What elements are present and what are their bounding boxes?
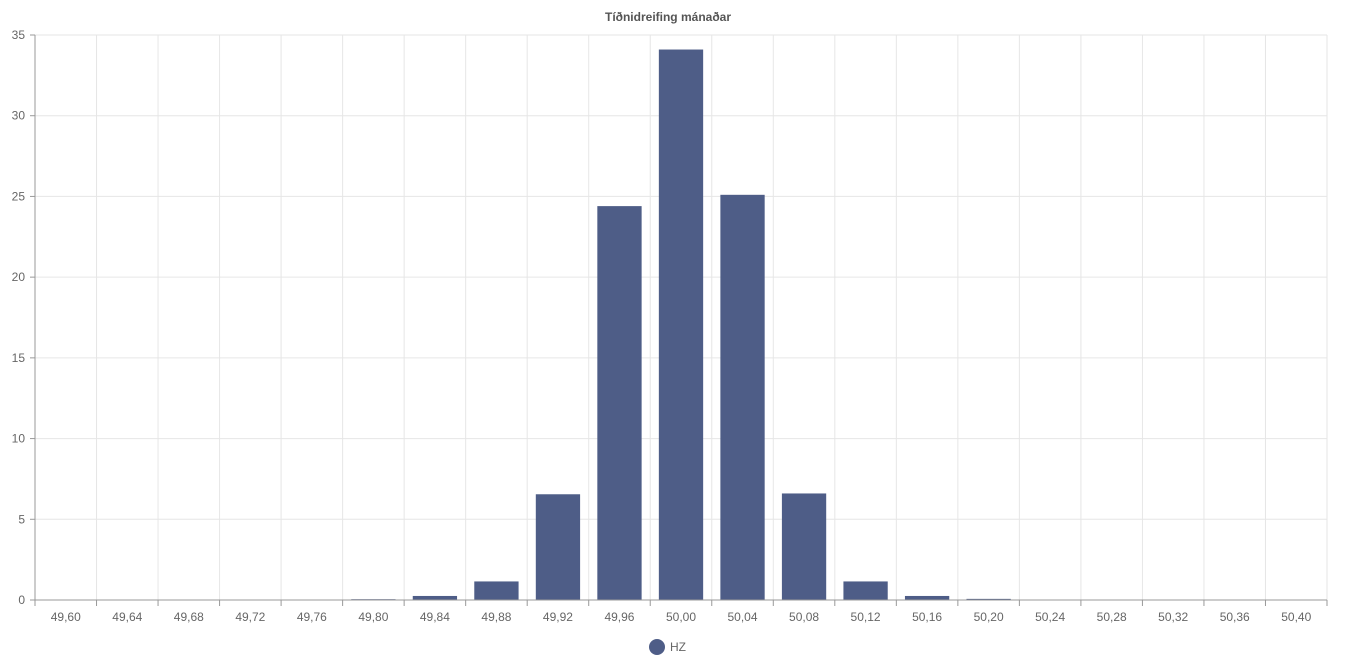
bar[interactable] [474,581,519,600]
x-tick-label: 50,12 [851,610,881,624]
x-tick-label: 49,92 [543,610,573,624]
bar[interactable] [904,595,950,600]
bar[interactable] [781,493,827,600]
y-tick-label: 5 [18,512,25,526]
x-tick-label: 50,00 [666,610,696,624]
x-tick-label: 49,72 [235,610,265,624]
y-tick-label: 20 [12,270,26,284]
ticks-layer: 0 5 10 15 20 25 30 35 49,60 49,64 49,68 49,72 49,76 4… [12,28,1312,624]
x-tick-label: 50,36 [1220,610,1250,624]
x-tick-label: 50,32 [1158,610,1188,624]
x-tick-label: 49,84 [420,610,450,624]
x-tick-label: 49,88 [481,610,511,624]
x-tick-label: 49,96 [604,610,634,624]
bars-layer [351,49,1073,601]
x-tick-label: 50,28 [1097,610,1127,624]
bar[interactable] [535,494,581,600]
legend[interactable]: HZ [649,639,686,655]
axes-layer [30,34,1328,606]
x-tick-label: 49,60 [51,610,81,624]
bar[interactable] [412,595,458,600]
y-tick-label: 10 [12,432,26,446]
chart-title: Tíðnidreifing mánaðar [605,10,731,24]
legend-swatch-icon [649,639,665,655]
y-tick-label: 15 [12,351,26,365]
x-tick-label: 50,20 [974,610,1004,624]
x-tick-label: 49,68 [174,610,204,624]
x-tick-label: 50,40 [1281,610,1311,624]
x-tick-label: 50,16 [912,610,942,624]
x-tick-label: 50,04 [728,610,758,624]
y-tick-label: 25 [12,189,26,203]
y-tick-label: 0 [18,593,25,607]
x-tick-label: 49,76 [297,610,327,624]
bar[interactable] [966,598,1011,600]
bar[interactable] [597,206,642,600]
bar[interactable] [658,49,704,601]
y-tick-label: 30 [12,109,26,123]
x-tick-label: 49,64 [112,610,142,624]
y-tick-label: 35 [12,28,26,42]
bar[interactable] [843,581,888,600]
x-tick-label: 49,80 [358,610,388,624]
x-tick-label: 50,24 [1035,610,1065,624]
x-tick-label: 50,08 [789,610,819,624]
bar[interactable] [720,194,765,601]
legend-label: HZ [670,640,686,654]
